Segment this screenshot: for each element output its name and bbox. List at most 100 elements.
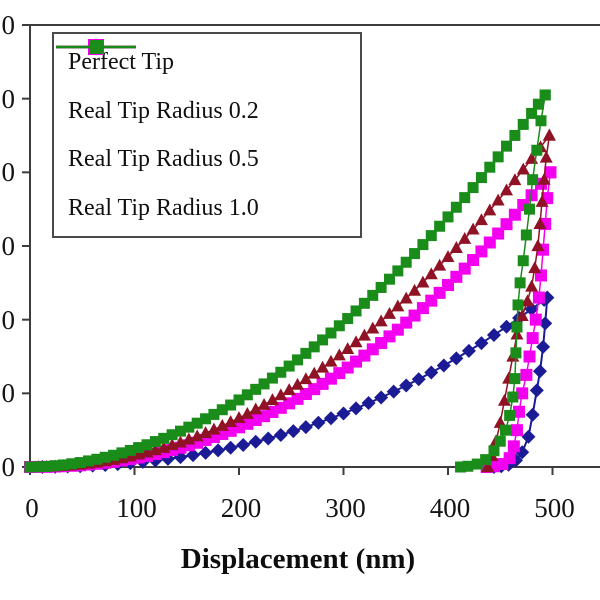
data-marker-square (174, 425, 186, 437)
data-marker-diamond (461, 343, 476, 358)
legend-label: Real Tip Radius 0.2 (68, 97, 259, 124)
data-marker-square (527, 174, 539, 186)
data-marker-triangle (307, 366, 321, 379)
data-marker-square (383, 273, 395, 285)
data-marker-diamond (223, 440, 238, 455)
data-marker-square (99, 451, 111, 463)
data-marker-triangle (539, 150, 553, 163)
data-marker-square (166, 429, 178, 441)
data-marker-square (509, 129, 521, 141)
data-marker-square (417, 239, 429, 251)
data-marker-square (308, 341, 320, 353)
data-marker-diamond (486, 328, 501, 343)
data-marker-square (455, 461, 467, 473)
data-marker-triangle (441, 250, 455, 262)
data-marker-square (520, 368, 533, 381)
data-marker-square (507, 440, 520, 453)
data-marker-triangle (474, 213, 488, 226)
x-tick-label: 0 (25, 493, 39, 523)
data-marker-triangle (224, 415, 238, 428)
data-marker-square (283, 360, 295, 372)
data-marker-triangle (207, 422, 221, 435)
data-marker-triangle (535, 194, 549, 207)
data-marker-square (450, 201, 462, 213)
data-marker-diamond (311, 415, 326, 430)
data-marker-triangle (265, 393, 279, 406)
y-tick-label: 0 (1, 157, 16, 188)
data-marker-triangle (190, 429, 204, 442)
data-marker-diamond (198, 445, 213, 460)
data-marker-square (532, 291, 545, 304)
data-marker-triangle (533, 217, 547, 229)
data-marker-square (241, 389, 253, 401)
data-marker-triangle (249, 402, 263, 415)
data-marker-diamond (436, 358, 451, 373)
axes (22, 23, 600, 475)
data-marker-square (350, 305, 362, 317)
data-marker-square (434, 220, 446, 232)
data-marker-diamond (536, 339, 551, 354)
data-marker-square (108, 449, 120, 461)
data-marker-triangle (458, 232, 472, 244)
legend-label: Real Tip Radius 0.5 (68, 146, 259, 173)
data-marker-diamond (211, 443, 226, 458)
data-marker-square (91, 453, 103, 465)
data-marker-diamond (424, 365, 439, 380)
data-marker-triangle (382, 306, 396, 319)
data-marker-triangle (542, 128, 556, 141)
data-marker-square (512, 299, 524, 311)
data-marker-square (200, 413, 212, 425)
data-marker-square (292, 354, 304, 366)
data-marker-square (392, 265, 404, 277)
data-marker-square (149, 436, 161, 448)
data-marker-triangle (491, 193, 505, 206)
y-tick-label: 0 (1, 304, 16, 335)
data-marker-triangle (449, 241, 463, 253)
series-perfect-tip (23, 290, 555, 474)
data-marker-square (89, 40, 103, 54)
data-marker-square (41, 460, 53, 472)
data-marker-triangle (481, 460, 495, 473)
legend-swatch-square-icon (56, 40, 136, 54)
data-marker-triangle (416, 275, 430, 288)
data-marker-square (511, 321, 523, 333)
data-marker-square (523, 350, 536, 363)
data-marker-diamond (261, 431, 276, 446)
data-marker-triangle (232, 411, 246, 423)
data-marker-triangle (408, 283, 422, 296)
data-marker-triangle (497, 393, 511, 406)
data-marker-square (500, 218, 513, 231)
y-tick-label: 0 (1, 83, 16, 114)
data-marker-square (517, 255, 529, 267)
legend-label: Real Tip Radius 1.0 (68, 194, 259, 221)
data-marker-square (513, 405, 526, 418)
data-marker-diamond (411, 372, 426, 387)
legend-item: Real Tip Radius 1.0 (54, 40, 360, 221)
data-marker-square (501, 140, 513, 152)
data-marker-diamond (521, 429, 536, 444)
y-tick-label: 0 (1, 230, 16, 261)
x-tick-label: 400 (429, 493, 471, 523)
data-marker-square (516, 387, 529, 400)
data-marker-diamond (386, 384, 401, 399)
data-marker-triangle (516, 162, 530, 175)
data-marker-triangle (357, 328, 371, 341)
data-marker-square (57, 459, 69, 471)
data-marker-triangle (257, 398, 271, 410)
data-marker-triangle (182, 432, 196, 445)
data-marker-triangle (466, 222, 480, 235)
x-axis-title: Displacement (nm) (180, 543, 416, 575)
data-marker-square (492, 151, 504, 163)
data-marker-square (225, 399, 237, 411)
data-marker-square (275, 366, 287, 378)
data-marker-square (317, 334, 329, 346)
data-marker-square (216, 404, 228, 416)
data-marker-square (258, 378, 270, 390)
data-marker-diamond (186, 448, 201, 463)
data-marker-diamond (374, 390, 389, 405)
data-marker-diamond (525, 407, 540, 422)
data-marker-square (83, 455, 95, 467)
data-marker-square (510, 347, 522, 359)
y-tick-label: 0 (1, 452, 16, 482)
